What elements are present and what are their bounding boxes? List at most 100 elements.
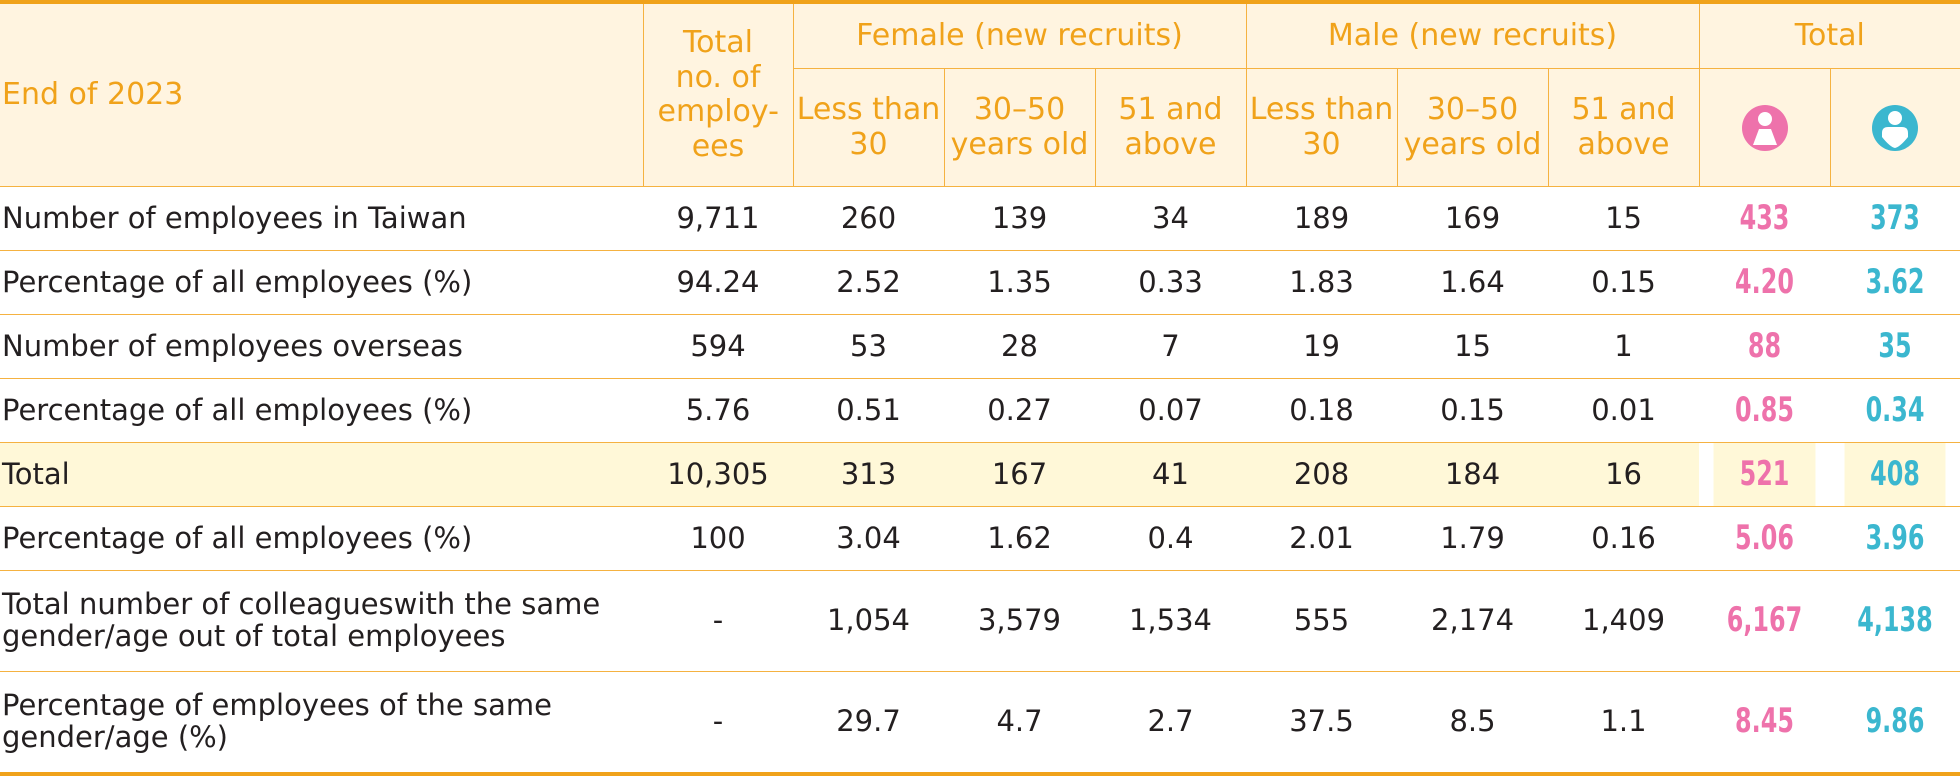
- female-total-cell: 88: [1713, 315, 1815, 379]
- value-cell: 15: [1397, 315, 1548, 379]
- female-total-cell: 8.45: [1713, 672, 1815, 775]
- row-label: Percentage of employees of the same gend…: [0, 672, 643, 775]
- female-total-cell: 4.20: [1713, 251, 1815, 315]
- row-label: Percentage of all employees (%): [0, 379, 643, 443]
- value-cell: 37.5: [1246, 672, 1397, 775]
- row-label: Number of employees in Taiwan: [0, 187, 643, 251]
- value-cell: 2.7: [1095, 672, 1246, 775]
- male-total-cell: 3.62: [1844, 251, 1945, 315]
- value-cell: 8.5: [1397, 672, 1548, 775]
- table-row: Number of employees overseas 594 53 28 7…: [0, 315, 1960, 379]
- female-total-cell: 5.06: [1713, 507, 1815, 571]
- total-employees-header: Total no. of employ-ees: [643, 2, 793, 187]
- value-cell: 139: [944, 187, 1095, 251]
- table-row: Percentage of employees of the same gend…: [0, 672, 1960, 775]
- value-cell: 1,534: [1095, 571, 1246, 672]
- value-cell: 184: [1397, 443, 1548, 507]
- sub-header: 51 and above: [1548, 69, 1699, 187]
- value-cell: 208: [1246, 443, 1397, 507]
- value-cell: 1,409: [1548, 571, 1699, 672]
- value-cell: 53: [793, 315, 944, 379]
- total-cell: 594: [643, 315, 793, 379]
- total-cell: 100: [643, 507, 793, 571]
- value-cell: 1: [1548, 315, 1699, 379]
- value-cell: 0.01: [1548, 379, 1699, 443]
- value-cell: 19: [1246, 315, 1397, 379]
- value-cell: 189: [1246, 187, 1397, 251]
- value-cell: 167: [944, 443, 1095, 507]
- value-cell: 41: [1095, 443, 1246, 507]
- male-total-cell: 35: [1844, 315, 1945, 379]
- value-cell: 0.18: [1246, 379, 1397, 443]
- table-row: Percentage of all employees (%) 100 3.04…: [0, 507, 1960, 571]
- total-cell: -: [643, 571, 793, 672]
- value-cell: 7: [1095, 315, 1246, 379]
- value-cell: 2.52: [793, 251, 944, 315]
- male-total-cell: 408: [1844, 443, 1945, 507]
- value-cell: 555: [1246, 571, 1397, 672]
- value-cell: 1.83: [1246, 251, 1397, 315]
- table-row: Percentage of all employees (%) 5.76 0.5…: [0, 379, 1960, 443]
- female-total-cell: 0.85: [1713, 379, 1815, 443]
- sub-header: 30–50 years old: [944, 69, 1095, 187]
- male-person-icon: [1870, 103, 1920, 153]
- value-cell: 15: [1548, 187, 1699, 251]
- male-total-cell: 4,138: [1844, 571, 1945, 672]
- table-row-total: Total 10,305 313 167 41 208 184 16 521 4…: [0, 443, 1960, 507]
- value-cell: 0.07: [1095, 379, 1246, 443]
- table-row: Number of employees in Taiwan 9,711 260 …: [0, 187, 1960, 251]
- table-row: Total number of colleagueswith the same …: [0, 571, 1960, 672]
- total-cell: 5.76: [643, 379, 793, 443]
- sub-header: Less than 30: [1246, 69, 1397, 187]
- value-cell: 1.64: [1397, 251, 1548, 315]
- table-row: Percentage of all employees (%) 94.24 2.…: [0, 251, 1960, 315]
- sub-header: Less than 30: [793, 69, 944, 187]
- value-cell: 0.15: [1397, 379, 1548, 443]
- male-group-header: Male (new recruits): [1246, 2, 1699, 69]
- value-cell: 3.04: [793, 507, 944, 571]
- value-cell: 0.51: [793, 379, 944, 443]
- total-cell: 94.24: [643, 251, 793, 315]
- value-cell: 29.7: [793, 672, 944, 775]
- total-group-header: Total: [1699, 2, 1960, 69]
- value-cell: 34: [1095, 187, 1246, 251]
- value-cell: 2.01: [1246, 507, 1397, 571]
- female-icon-cell: [1699, 69, 1830, 187]
- sub-header: 51 and above: [1095, 69, 1246, 187]
- value-cell: 0.16: [1548, 507, 1699, 571]
- row-label: Total: [0, 443, 643, 507]
- value-cell: 3,579: [944, 571, 1095, 672]
- female-total-cell: 6,167: [1713, 571, 1815, 672]
- sub-header: 30–50 years old: [1397, 69, 1548, 187]
- total-cell: -: [643, 672, 793, 775]
- row-label: Number of employees overseas: [0, 315, 643, 379]
- value-cell: 169: [1397, 187, 1548, 251]
- male-total-cell: 373: [1844, 187, 1945, 251]
- value-cell: 260: [793, 187, 944, 251]
- row-label: Percentage of all employees (%): [0, 507, 643, 571]
- male-total-cell: 3.96: [1844, 507, 1945, 571]
- value-cell: 28: [944, 315, 1095, 379]
- value-cell: 0.15: [1548, 251, 1699, 315]
- value-cell: 1.79: [1397, 507, 1548, 571]
- value-cell: 1,054: [793, 571, 944, 672]
- value-cell: 1.62: [944, 507, 1095, 571]
- value-cell: 0.27: [944, 379, 1095, 443]
- male-total-cell: 9.86: [1844, 672, 1945, 775]
- total-cell: 10,305: [643, 443, 793, 507]
- value-cell: 313: [793, 443, 944, 507]
- female-total-cell: 521: [1713, 443, 1815, 507]
- total-cell: 9,711: [643, 187, 793, 251]
- value-cell: 1.1: [1548, 672, 1699, 775]
- male-icon-cell: [1830, 69, 1960, 187]
- value-cell: 4.7: [944, 672, 1095, 775]
- row-label: Total number of colleagueswith the same …: [0, 571, 643, 672]
- value-cell: 0.4: [1095, 507, 1246, 571]
- corner-label: End of 2023: [0, 2, 643, 187]
- value-cell: 1.35: [944, 251, 1095, 315]
- female-person-icon: [1740, 103, 1790, 153]
- male-total-cell: 0.34: [1844, 379, 1945, 443]
- value-cell: 16: [1548, 443, 1699, 507]
- value-cell: 2,174: [1397, 571, 1548, 672]
